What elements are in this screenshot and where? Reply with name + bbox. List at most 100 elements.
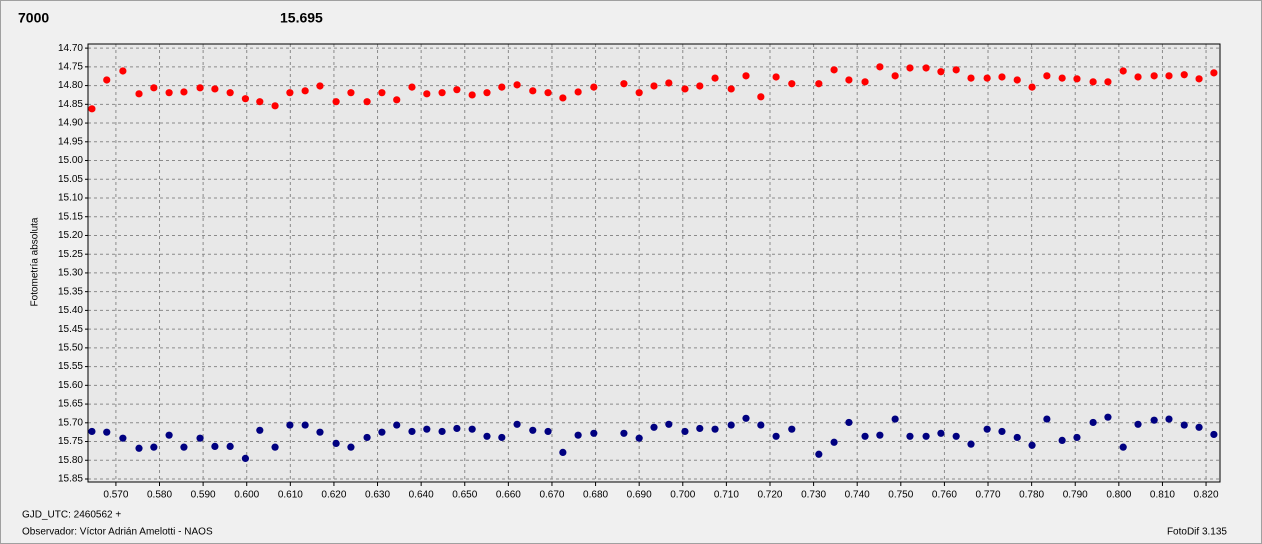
- point: [316, 428, 324, 436]
- point: [135, 90, 143, 98]
- x-tick-label: 0.580: [147, 490, 172, 501]
- point: [196, 84, 204, 92]
- x-tick-label: 0.700: [670, 490, 695, 501]
- point: [967, 440, 975, 448]
- x-tick-label: 0.590: [191, 490, 216, 501]
- point: [483, 432, 491, 440]
- point: [211, 442, 219, 451]
- point: [983, 74, 991, 82]
- point: [1073, 433, 1081, 442]
- point: [681, 427, 689, 436]
- point: [393, 421, 401, 429]
- x-tick-label: 0.620: [321, 490, 346, 501]
- point: [772, 432, 780, 440]
- x-axis-label: GJD_UTC: 2460562 +: [22, 510, 121, 521]
- point: [967, 74, 975, 82]
- point: [742, 414, 750, 422]
- point: [906, 64, 914, 72]
- point: [711, 74, 719, 82]
- x-tick-label: 0.690: [627, 490, 652, 501]
- y-tick-label: 15.10: [58, 193, 83, 204]
- point: [378, 89, 386, 97]
- y-tick-label: 15.25: [58, 249, 83, 260]
- point: [1165, 415, 1173, 423]
- plot-area: [88, 44, 1220, 482]
- point: [635, 434, 643, 442]
- point: [1058, 74, 1066, 82]
- point: [845, 76, 853, 84]
- point: [544, 427, 552, 436]
- point: [788, 425, 796, 433]
- point: [1104, 78, 1112, 86]
- point: [1134, 420, 1142, 428]
- point: [301, 87, 309, 95]
- point: [1013, 76, 1021, 84]
- point: [1119, 443, 1127, 451]
- point: [665, 420, 673, 428]
- point: [696, 424, 704, 433]
- point: [1043, 72, 1051, 80]
- x-tick-label: 0.740: [845, 490, 870, 501]
- point: [1180, 421, 1188, 429]
- point: [529, 426, 537, 434]
- y-tick-label: 15.15: [58, 211, 83, 222]
- point: [590, 83, 598, 91]
- point: [891, 72, 899, 80]
- point: [952, 432, 960, 440]
- point: [727, 85, 735, 93]
- point: [1073, 75, 1081, 83]
- point: [650, 423, 658, 431]
- point: [513, 420, 521, 428]
- x-tick-label: 0.640: [409, 490, 434, 501]
- x-tick-label: 0.770: [976, 490, 1001, 501]
- point: [772, 73, 780, 81]
- y-tick-label: 15.50: [58, 343, 83, 354]
- point: [241, 454, 250, 462]
- x-tick-label: 0.630: [365, 490, 390, 501]
- x-tick-label: 0.660: [496, 490, 521, 501]
- point: [559, 94, 567, 102]
- point: [876, 63, 884, 71]
- point: [590, 429, 598, 437]
- point: [1089, 418, 1097, 427]
- point: [363, 98, 371, 106]
- point: [165, 431, 173, 439]
- x-tick-label: 0.790: [1063, 490, 1088, 501]
- point: [696, 82, 704, 90]
- point: [286, 89, 294, 97]
- point: [88, 427, 96, 436]
- point: [271, 443, 279, 451]
- y-tick-label: 15.45: [58, 324, 83, 335]
- point: [757, 93, 765, 101]
- point: [150, 84, 158, 92]
- x-tick-label: 0.610: [278, 490, 303, 501]
- point: [845, 418, 853, 427]
- point: [788, 80, 796, 88]
- point: [498, 433, 506, 442]
- point: [332, 439, 340, 448]
- point: [681, 85, 689, 93]
- x-tick-label: 0.730: [801, 490, 826, 501]
- point: [286, 421, 294, 429]
- point: [468, 425, 476, 433]
- point: [378, 428, 386, 436]
- observer: Observador: Víctor Adrián Amelotti - NAO…: [22, 527, 213, 538]
- x-tick-label: 0.810: [1150, 490, 1175, 501]
- point: [1013, 433, 1021, 442]
- x-tick-label: 0.710: [714, 490, 739, 501]
- y-tick-label: 15.40: [58, 305, 83, 316]
- y-tick-label: 14.95: [58, 136, 83, 147]
- point: [544, 89, 552, 97]
- point: [423, 90, 431, 98]
- point: [301, 421, 309, 429]
- legend-entry: 15.695: [280, 10, 323, 26]
- point: [815, 80, 823, 88]
- y-tick-label: 15.70: [58, 417, 83, 428]
- point: [332, 98, 340, 106]
- point: [363, 433, 371, 442]
- point: [423, 425, 431, 433]
- point: [408, 83, 416, 91]
- x-tick-label: 0.750: [888, 490, 913, 501]
- point: [830, 438, 838, 446]
